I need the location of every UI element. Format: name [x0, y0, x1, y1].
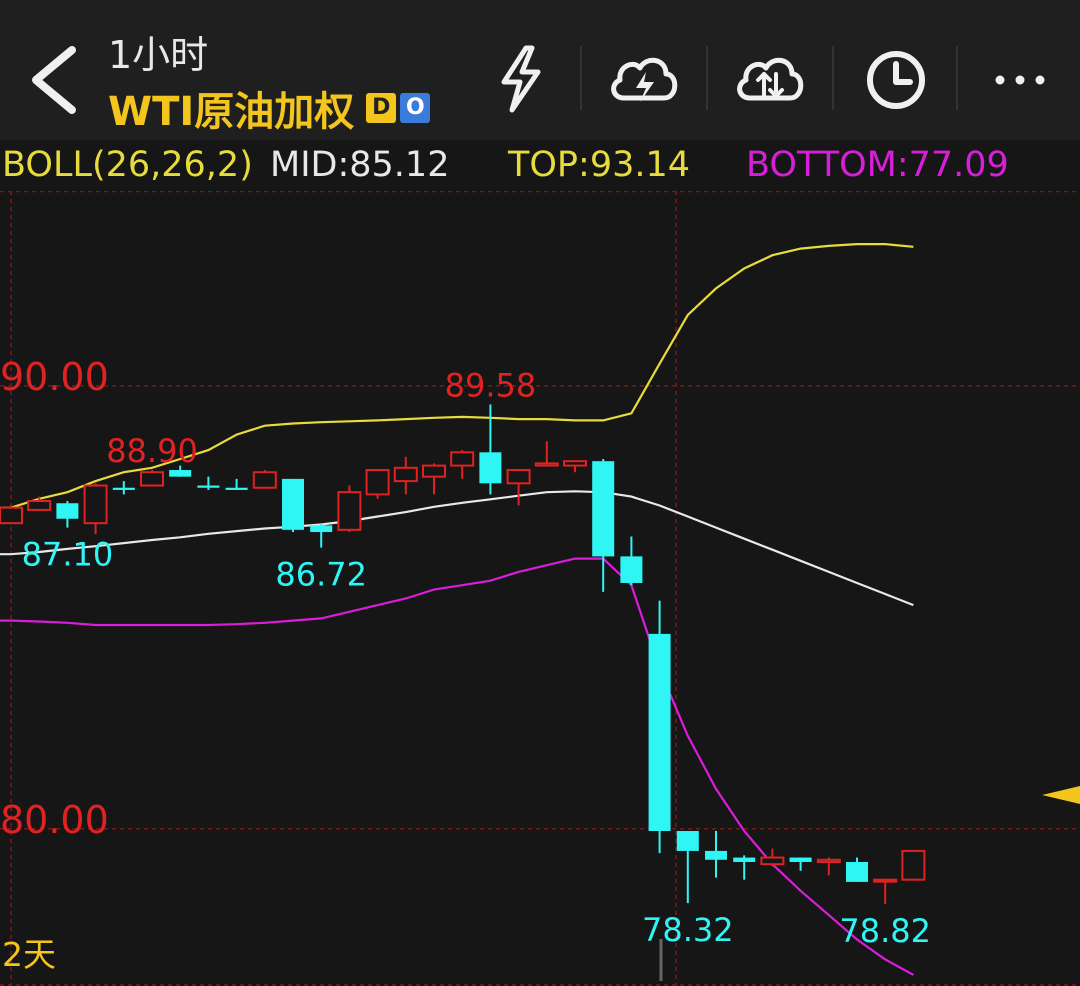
boll-top-line	[0, 242, 914, 509]
candle-body	[310, 525, 333, 533]
cloud-lightning-button[interactable]	[606, 44, 682, 114]
boll-bottom-line	[0, 557, 914, 976]
header-bar: 1小时 WTI原油加权 D O	[0, 0, 1080, 140]
candle-body	[676, 830, 699, 851]
candle-body	[901, 849, 926, 881]
candle-body	[422, 464, 446, 478]
candle-body	[816, 858, 841, 863]
boll-bottom: BOTTOM:77.09	[746, 145, 1009, 185]
candle-body	[733, 857, 756, 862]
candle-body	[873, 878, 898, 883]
cloud-lightning-icon	[611, 57, 678, 102]
cloud-sync-icon	[737, 57, 804, 101]
low-price-label: 78.32	[642, 911, 734, 949]
separator	[580, 46, 582, 110]
low-price-label: 78.82	[839, 912, 931, 950]
boll-mid-line	[0, 490, 914, 607]
history-button[interactable]	[858, 44, 934, 114]
chart-labels: 90.00 80.00 88.90 89.58 87.10 86.72 78.32 78.82	[0, 355, 931, 950]
candlestick-chart[interactable]: 90.00 80.00 88.90 89.58 87.10 86.72 78.32 78.82	[0, 191, 1080, 986]
candle-body	[846, 861, 868, 882]
candle-body	[563, 460, 587, 467]
back-button[interactable]	[22, 40, 92, 120]
separator	[706, 46, 708, 110]
candle-body	[789, 857, 812, 862]
separator	[832, 46, 834, 110]
boll-mid: MID:85.12	[270, 145, 450, 185]
candle-body	[705, 850, 727, 860]
candle-body	[169, 470, 192, 477]
lightning-button[interactable]	[482, 44, 558, 114]
candle-body	[506, 469, 531, 485]
candle-body	[0, 506, 23, 525]
candle-body	[140, 471, 164, 487]
candle-body	[112, 487, 135, 490]
candle-body	[648, 633, 671, 831]
boll-top: TOP:93.14	[508, 145, 691, 185]
candles	[0, 404, 926, 905]
o-badge: O	[400, 93, 431, 123]
candle-body	[225, 487, 248, 490]
more-icon	[995, 75, 1045, 85]
candle-body	[56, 503, 79, 519]
d-badge: D	[366, 93, 397, 123]
separator	[956, 46, 958, 110]
period-label[interactable]: 1小时	[108, 33, 209, 77]
y-tick-label: 80.00	[0, 798, 109, 842]
candle-body	[27, 500, 52, 511]
candle-body	[592, 461, 615, 557]
low-price-label: 86.72	[275, 556, 367, 594]
bollinger-bands	[0, 242, 914, 976]
symbol-row[interactable]: WTI原油加权 D O	[108, 84, 431, 135]
candle-body	[479, 452, 502, 484]
indicator-row[interactable]: BOLL(26,26,2) MID:85.12 TOP:93.14 BOTTOM…	[0, 145, 1080, 191]
candle-body	[252, 471, 277, 489]
candle-body	[534, 462, 559, 467]
clock-icon	[867, 51, 925, 109]
candle-body	[83, 484, 108, 525]
candle-body	[620, 556, 643, 583]
boll-params: BOLL(26,26,2)	[2, 145, 253, 185]
current-price-marker	[1042, 786, 1080, 804]
high-price-label: 89.58	[445, 366, 537, 404]
high-price-label: 88.90	[106, 432, 198, 470]
low-price-label: 87.10	[22, 536, 114, 574]
candle-body	[282, 478, 304, 530]
candle-body	[393, 466, 418, 483]
back-arrow-icon	[32, 46, 76, 114]
y-tick-label: 90.00	[0, 355, 109, 399]
more-button[interactable]	[982, 44, 1058, 114]
candle-body	[337, 491, 362, 531]
symbol-name: WTI原油加权	[108, 89, 355, 135]
candle-body	[450, 451, 475, 467]
candle-body	[365, 469, 390, 496]
candle-body	[197, 485, 220, 488]
lightning-icon	[501, 45, 541, 113]
time-span-label: 2天	[2, 935, 56, 974]
cloud-sync-button[interactable]	[732, 44, 808, 114]
candle-body	[760, 856, 785, 866]
grid	[0, 191, 1080, 986]
